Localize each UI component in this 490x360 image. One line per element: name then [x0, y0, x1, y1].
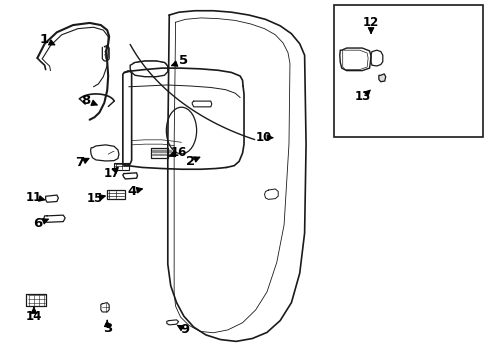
- Text: 15: 15: [86, 192, 103, 205]
- Text: 12: 12: [363, 17, 379, 30]
- Bar: [334, 5, 483, 137]
- Text: 1: 1: [39, 33, 48, 46]
- Text: 14: 14: [26, 310, 42, 324]
- Text: 5: 5: [179, 54, 189, 67]
- Text: 3: 3: [102, 322, 112, 335]
- Text: 13: 13: [355, 90, 371, 103]
- Text: 10: 10: [255, 131, 271, 144]
- Polygon shape: [379, 74, 386, 82]
- Text: 7: 7: [75, 156, 84, 169]
- Text: 4: 4: [127, 185, 136, 198]
- Text: 2: 2: [186, 155, 195, 168]
- Text: 9: 9: [181, 323, 190, 336]
- Text: 6: 6: [33, 217, 42, 230]
- Text: 17: 17: [104, 167, 120, 180]
- Text: 8: 8: [81, 94, 91, 107]
- Text: 16: 16: [171, 145, 187, 158]
- Text: 11: 11: [26, 191, 42, 204]
